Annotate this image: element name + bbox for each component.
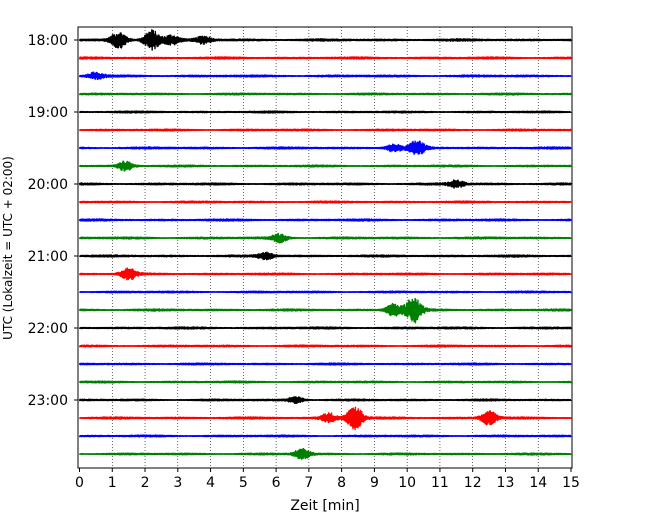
x-tick-label: 14 — [529, 475, 547, 491]
trace-line — [78, 406, 572, 431]
trace-line — [78, 344, 572, 348]
trace-line — [79, 290, 572, 294]
x-axis-label: Zeit [min] — [290, 498, 359, 514]
plot-frame — [77, 26, 573, 469]
x-tick-label: 12 — [464, 475, 482, 491]
trace-line — [78, 447, 572, 460]
trace-line — [78, 179, 572, 189]
trace-line — [78, 200, 572, 204]
x-tick-label: 11 — [431, 475, 449, 491]
trace-line — [78, 267, 572, 281]
y-tick-label: 21:00 — [28, 249, 68, 265]
trace-line — [78, 251, 572, 261]
x-tick-label: 3 — [173, 475, 182, 491]
x-tick-label: 13 — [497, 475, 515, 491]
y-tick-label: 20:00 — [28, 177, 68, 193]
x-tick-label: 1 — [108, 475, 117, 491]
trace-line — [78, 297, 572, 324]
seismic-traces — [78, 29, 572, 460]
trace-line — [78, 29, 572, 51]
trace-line — [78, 71, 572, 81]
trace-line — [78, 380, 572, 384]
x-axis-ticks: 0 1 2 3 4 5 6 7 8 9 10 11 12 13 14 15 — [75, 468, 580, 491]
x-tick-label: 4 — [206, 475, 215, 491]
x-tick-label: 0 — [75, 475, 84, 491]
trace-line — [78, 56, 572, 60]
x-tick-label: 6 — [272, 475, 281, 491]
trace-line — [78, 434, 572, 438]
trace-line — [78, 326, 572, 330]
y-axis-ticks: 18:00 19:00 20:00 21:00 22:00 23:00 — [28, 33, 78, 409]
x-tick-label: 15 — [562, 475, 580, 491]
x-tick-label: 5 — [239, 475, 248, 491]
trace-line — [78, 128, 572, 132]
x-tick-label: 7 — [304, 475, 313, 491]
y-tick-label: 23:00 — [28, 393, 68, 409]
trace-line — [78, 362, 572, 366]
x-tick-label: 10 — [398, 475, 416, 491]
trace-line — [78, 110, 572, 114]
y-axis-label: UTC (Lokalzeit = UTC + 02:00) — [1, 156, 15, 340]
y-tick-label: 22:00 — [28, 321, 68, 337]
trace-line — [78, 92, 572, 96]
trace-line — [78, 396, 572, 405]
trace-line — [78, 160, 572, 172]
y-tick-label: 18:00 — [28, 33, 68, 49]
trace-line — [78, 218, 572, 222]
trace-line — [78, 140, 572, 155]
trace-line — [78, 232, 572, 244]
x-tick-label: 2 — [141, 475, 150, 491]
x-tick-label: 9 — [370, 475, 379, 491]
y-tick-label: 19:00 — [28, 105, 68, 121]
x-tick-label: 8 — [337, 475, 346, 491]
